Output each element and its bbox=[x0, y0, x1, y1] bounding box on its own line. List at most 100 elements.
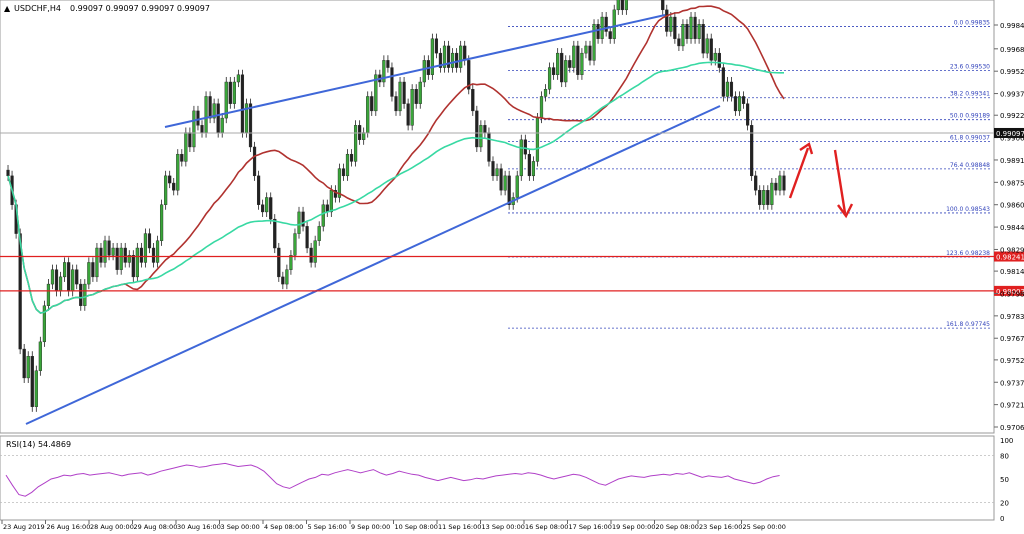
up-arrow-line bbox=[788, 147, 810, 199]
candle-body bbox=[220, 117, 224, 133]
candle-body bbox=[709, 38, 713, 61]
candle-body bbox=[22, 348, 26, 379]
candle-body bbox=[139, 247, 143, 263]
candle-body bbox=[414, 89, 418, 104]
candle-body bbox=[459, 45, 463, 68]
candle-body bbox=[103, 240, 107, 263]
candle-body bbox=[301, 211, 305, 227]
price-tick-label: 0.98755 bbox=[1000, 179, 1024, 187]
candle-body bbox=[285, 269, 289, 285]
candle-body bbox=[547, 67, 552, 90]
candle-body bbox=[366, 96, 370, 133]
time-tick-label: 10 Sep 08:00 bbox=[395, 523, 438, 531]
candle-body bbox=[721, 67, 725, 97]
candle-body bbox=[410, 89, 414, 126]
candle-body bbox=[38, 341, 42, 371]
candle-body bbox=[483, 125, 487, 133]
candle-body bbox=[467, 60, 471, 90]
candle-body bbox=[725, 81, 729, 97]
candle-body bbox=[248, 103, 253, 148]
candle-body bbox=[208, 96, 212, 119]
candlestick-series bbox=[6, 0, 786, 412]
candle-body bbox=[6, 169, 10, 177]
trendlines bbox=[25, 14, 721, 425]
time-tick-label: 9 Sep 00:00 bbox=[351, 523, 390, 531]
candle-body bbox=[596, 24, 600, 39]
candle-body bbox=[515, 175, 519, 198]
candle-body bbox=[337, 168, 342, 198]
candle-body bbox=[297, 211, 301, 234]
candle-body bbox=[123, 247, 127, 263]
candle-body bbox=[321, 204, 325, 227]
candle-body bbox=[539, 96, 544, 119]
candle-body bbox=[572, 45, 576, 68]
candle-body bbox=[224, 81, 228, 119]
time-tick-label: 3 Sep 00:00 bbox=[221, 523, 260, 531]
candle-body bbox=[543, 89, 548, 97]
candle-body bbox=[531, 161, 536, 177]
candle-body bbox=[135, 247, 139, 278]
direction-arrows bbox=[788, 142, 854, 219]
time-tick-label: 23 Sep 16:00 bbox=[699, 523, 742, 531]
candle-body bbox=[689, 16, 693, 39]
candle-body bbox=[665, 9, 669, 32]
candle-body bbox=[281, 276, 285, 285]
candle-body bbox=[353, 125, 358, 162]
candle-body bbox=[289, 255, 293, 270]
candle-body bbox=[269, 197, 273, 220]
candle-body bbox=[99, 247, 103, 263]
candle-body bbox=[151, 247, 156, 263]
candle-body bbox=[293, 233, 297, 256]
time-tick-label: 29 Aug 08:00 bbox=[134, 523, 178, 531]
candle-body bbox=[446, 45, 451, 68]
candle-body bbox=[143, 233, 148, 263]
candle-body bbox=[685, 24, 689, 39]
candle-body bbox=[762, 190, 766, 205]
candle-body bbox=[729, 81, 734, 97]
candle-body bbox=[705, 38, 709, 54]
candle-body bbox=[196, 110, 200, 126]
candle-body bbox=[333, 190, 337, 198]
candle-body bbox=[394, 96, 398, 112]
rsi-tick-label: 0 bbox=[1000, 515, 1004, 523]
time-tick-label: 11 Sep 16:00 bbox=[438, 523, 481, 531]
candle-body bbox=[608, 31, 612, 39]
candle-body bbox=[580, 52, 584, 75]
rsi-tick-label: 100 bbox=[1000, 437, 1013, 445]
candle-body bbox=[758, 190, 762, 205]
candle-body bbox=[265, 197, 269, 213]
candle-body bbox=[58, 276, 63, 292]
candle-body bbox=[620, 0, 624, 11]
fib-level-label: 161.8 0.97745 bbox=[946, 321, 990, 328]
time-tick-label: 13 Sep 00:00 bbox=[482, 523, 525, 531]
candle-body bbox=[616, 0, 620, 11]
time-tick-label: 20 Sep 08:00 bbox=[656, 523, 699, 531]
candle-body bbox=[46, 283, 51, 306]
candle-body bbox=[701, 24, 705, 54]
candle-body bbox=[402, 81, 406, 104]
price-tick-label: 0.97985 bbox=[1000, 290, 1024, 298]
fib-level-label: 23.6 0.99530 bbox=[950, 63, 990, 70]
time-tick-label: 26 Aug 16:00 bbox=[47, 523, 91, 531]
candle-body bbox=[406, 103, 410, 126]
candle-body bbox=[770, 182, 774, 205]
candle-body bbox=[681, 24, 685, 47]
candle-body bbox=[782, 175, 786, 191]
candle-body bbox=[71, 269, 75, 292]
candle-body bbox=[329, 190, 333, 213]
candle-body bbox=[382, 60, 386, 83]
candle-body bbox=[434, 38, 439, 54]
price-tick-label: 0.99065 bbox=[1000, 135, 1024, 143]
candle-body bbox=[568, 60, 572, 68]
candle-body bbox=[693, 16, 697, 39]
rising-resistance-trendline bbox=[164, 14, 666, 128]
candle-body bbox=[588, 45, 592, 61]
